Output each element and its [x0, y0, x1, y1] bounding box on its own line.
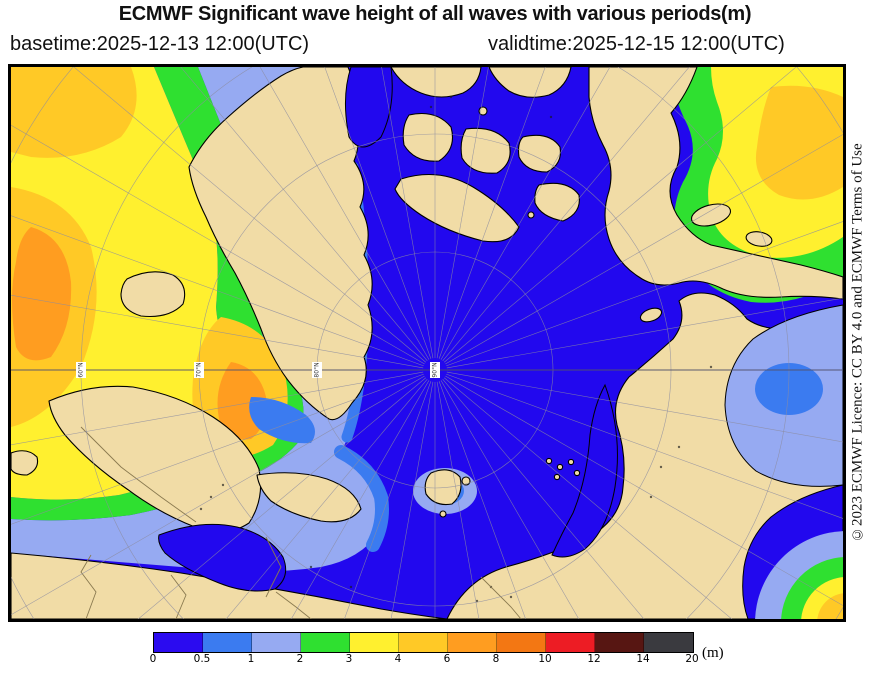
iceland-landmass [120, 271, 186, 318]
colorbar-tick: 2 [296, 653, 304, 665]
basetime-label: basetime:2025-12-13 12:00(UTC) [10, 33, 310, 55]
colorbar-tick-labels: 0 0.5 1 2 3 4 6 8 10 12 14 20 [149, 653, 713, 667]
colorbar-segment [399, 633, 448, 652]
region-atlantic-6-8m-w [12, 227, 72, 361]
copyright-notice: ©2023 ECMWF Licence: CC BY 4.0 and ECMWF… [849, 143, 866, 543]
colorbar-unit-label: (m) [702, 645, 724, 661]
chukotka-alaska-landmass [588, 67, 843, 300]
arctic-wave-map: 90°N 80°N 70°N 60°N [8, 64, 846, 622]
colorbar-tick: 8 [492, 653, 500, 665]
baffin-bay-water [344, 67, 393, 148]
colorbar-tick: 20 [685, 653, 699, 665]
kola-peninsula [256, 472, 362, 523]
colorbar-tick: 14 [636, 653, 650, 665]
arctic-island-1 [402, 112, 454, 162]
country-borders [80, 426, 522, 619]
strip-barents-05-1m [334, 445, 389, 552]
colorbar-tick: 4 [394, 653, 402, 665]
validtime-label: validtime:2025-12-15 12:00(UTC) [488, 33, 785, 55]
colorbar-tick: 0.5 [193, 653, 211, 665]
colorbar-tick: 0 [149, 653, 157, 665]
colorbar-tick: 10 [538, 653, 552, 665]
region-atlantic-4-6m-nw [11, 67, 137, 158]
region-pacific-4-6m [755, 85, 843, 200]
svalbard-islet-2 [439, 510, 447, 518]
scandinavia-landmass [48, 385, 262, 533]
page-title: ECMWF Significant wave height of all wav… [118, 3, 752, 25]
kara-inlet-water [551, 383, 618, 558]
colorbar-tick: 1 [247, 653, 255, 665]
colorbar-tick: 3 [345, 653, 353, 665]
greenland-landmass [188, 67, 373, 421]
wave-height-colorbar [153, 632, 694, 653]
canada-mainland-top2 [488, 67, 572, 98]
svg-text:80°N: 80°N [314, 362, 321, 377]
colorbar-segment [301, 633, 350, 652]
svg-text:60°N: 60°N [78, 362, 85, 377]
colorbar-segment [644, 633, 693, 652]
colorbar-segment [497, 633, 546, 652]
wrangel-island [690, 203, 732, 227]
arctic-island-2 [460, 127, 511, 174]
colorbar-tick: 12 [587, 653, 601, 665]
svg-text:90°N: 90°N [432, 362, 439, 377]
canada-mainland-top [390, 67, 482, 98]
colorbar-segment [595, 633, 644, 652]
colorbar-segment [154, 633, 203, 652]
severnaya-island [639, 307, 663, 323]
graticule-lines [11, 67, 843, 619]
arctic-islet-2 [527, 211, 535, 219]
baltic-sea-water [158, 523, 287, 592]
bering-05-1m-blob [755, 363, 823, 415]
scotland-fragment [11, 450, 39, 476]
colorbar-segment [252, 633, 301, 652]
colorbar-segment [448, 633, 497, 652]
latitude-labels: 90°N 80°N 70°N 60°N [76, 362, 440, 378]
franz-josef-land [545, 457, 581, 481]
colorbar-segment [350, 633, 399, 652]
okhotsk-storm-rings [755, 531, 843, 619]
colorbar-segment [546, 633, 595, 652]
svg-text:70°N: 70°N [196, 362, 203, 377]
colorbar-tick: 6 [443, 653, 451, 665]
colorbar-segment [203, 633, 252, 652]
